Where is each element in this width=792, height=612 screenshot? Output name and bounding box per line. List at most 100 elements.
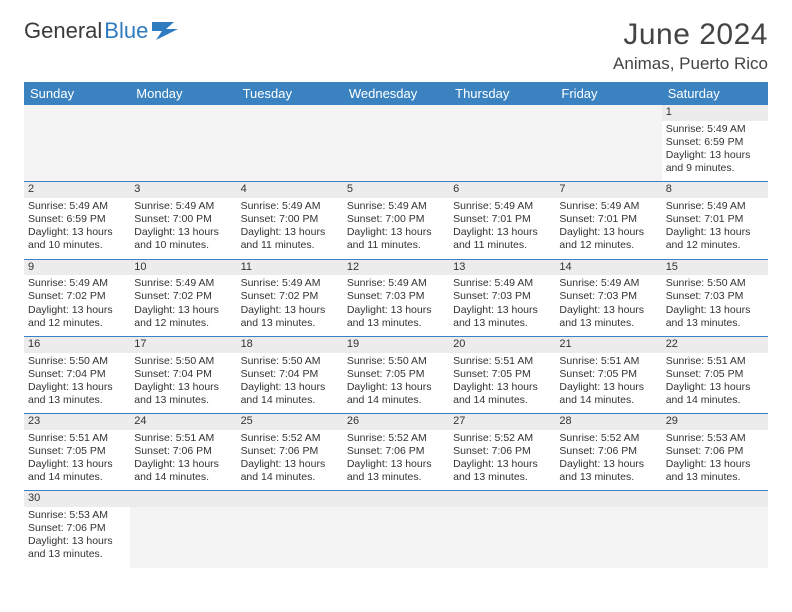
sunset-line: Sunset: 7:04 PM [28, 368, 126, 381]
weekday-header: Thursday [449, 82, 555, 105]
day-number: 4 [237, 182, 343, 198]
weekday-header: Sunday [24, 82, 130, 105]
calendar-empty-cell [237, 491, 343, 568]
daylight-line: Daylight: 13 hours and 13 minutes. [134, 381, 232, 407]
sunset-line: Sunset: 7:00 PM [347, 213, 445, 226]
calendar-day-cell: 9Sunrise: 5:49 AMSunset: 7:02 PMDaylight… [24, 259, 130, 336]
calendar-week-row: 16Sunrise: 5:50 AMSunset: 7:04 PMDayligh… [24, 336, 768, 413]
sunrise-line: Sunrise: 5:52 AM [347, 432, 445, 445]
sunset-line: Sunset: 7:00 PM [241, 213, 339, 226]
daylight-line: Daylight: 13 hours and 12 minutes. [666, 226, 764, 252]
sunrise-line: Sunrise: 5:50 AM [134, 355, 232, 368]
daylight-line: Daylight: 13 hours and 13 minutes. [241, 304, 339, 330]
day-number: 3 [130, 182, 236, 198]
day-number: 5 [343, 182, 449, 198]
sunset-line: Sunset: 7:00 PM [134, 213, 232, 226]
day-number: 18 [237, 337, 343, 353]
day-number: 17 [130, 337, 236, 353]
sunrise-line: Sunrise: 5:50 AM [347, 355, 445, 368]
calendar-week-row: 23Sunrise: 5:51 AMSunset: 7:05 PMDayligh… [24, 414, 768, 491]
daylight-line: Daylight: 13 hours and 12 minutes. [559, 226, 657, 252]
day-number: 25 [237, 414, 343, 430]
day-number: 29 [662, 414, 768, 430]
weekday-header: Wednesday [343, 82, 449, 105]
sunset-line: Sunset: 7:03 PM [453, 290, 551, 303]
day-number: 23 [24, 414, 130, 430]
sunrise-line: Sunrise: 5:51 AM [28, 432, 126, 445]
sunset-line: Sunset: 7:03 PM [559, 290, 657, 303]
weekday-header: Friday [555, 82, 661, 105]
daylight-line: Daylight: 13 hours and 14 minutes. [347, 381, 445, 407]
sunrise-line: Sunrise: 5:49 AM [559, 200, 657, 213]
sunset-line: Sunset: 7:05 PM [28, 445, 126, 458]
daylight-line: Daylight: 13 hours and 14 minutes. [28, 458, 126, 484]
calendar-empty-cell [449, 105, 555, 182]
calendar-day-cell: 12Sunrise: 5:49 AMSunset: 7:03 PMDayligh… [343, 259, 449, 336]
header: GeneralBlue June 2024 Animas, Puerto Ric… [24, 18, 768, 74]
calendar-empty-cell [343, 105, 449, 182]
sunset-line: Sunset: 7:02 PM [241, 290, 339, 303]
calendar-day-cell: 28Sunrise: 5:52 AMSunset: 7:06 PMDayligh… [555, 414, 661, 491]
daylight-line: Daylight: 13 hours and 11 minutes. [453, 226, 551, 252]
calendar-table: SundayMondayTuesdayWednesdayThursdayFrid… [24, 82, 768, 568]
calendar-day-cell: 23 Sunrise: 5:51 AMSunset: 7:05 PMDayligh… [24, 414, 130, 491]
sunset-line: Sunset: 7:06 PM [134, 445, 232, 458]
daylight-line: Daylight: 13 hours and 13 minutes. [666, 304, 764, 330]
calendar-empty-cell [449, 491, 555, 568]
day-number: 10 [130, 260, 236, 276]
day-number: 7 [555, 182, 661, 198]
calendar-day-cell: 25Sunrise: 5:52 AMSunset: 7:06 PMDayligh… [237, 414, 343, 491]
sunset-line: Sunset: 7:05 PM [453, 368, 551, 381]
calendar-day-cell: 1Sunrise: 5:49 AMSunset: 6:59 PMDaylight… [662, 105, 768, 182]
calendar-week-row: 9Sunrise: 5:49 AMSunset: 7:02 PMDaylight… [24, 259, 768, 336]
sunset-line: Sunset: 7:02 PM [28, 290, 126, 303]
daylight-line: Daylight: 13 hours and 9 minutes. [666, 149, 764, 175]
daylight-line: Daylight: 13 hours and 14 minutes. [241, 458, 339, 484]
sunrise-line: Sunrise: 5:50 AM [28, 355, 126, 368]
sunset-line: Sunset: 7:04 PM [134, 368, 232, 381]
sunset-line: Sunset: 7:06 PM [559, 445, 657, 458]
sunrise-line: Sunrise: 5:53 AM [28, 509, 126, 522]
daylight-line: Daylight: 13 hours and 13 minutes. [453, 304, 551, 330]
day-number: 13 [449, 260, 555, 276]
weekday-header: Monday [130, 82, 236, 105]
calendar-day-cell: 19Sunrise: 5:50 AMSunset: 7:05 PMDayligh… [343, 336, 449, 413]
calendar-day-cell: 15Sunrise: 5:50 AMSunset: 7:03 PMDayligh… [662, 259, 768, 336]
calendar-day-cell: 22Sunrise: 5:51 AMSunset: 7:05 PMDayligh… [662, 336, 768, 413]
day-number: 12 [343, 260, 449, 276]
calendar-empty-cell [237, 105, 343, 182]
logo-text-b: Blue [104, 18, 148, 44]
day-number: 16 [24, 337, 130, 353]
sunset-line: Sunset: 7:06 PM [28, 522, 126, 535]
daylight-line: Daylight: 13 hours and 13 minutes. [559, 304, 657, 330]
daylight-line: Daylight: 13 hours and 14 minutes. [559, 381, 657, 407]
sunset-line: Sunset: 7:06 PM [241, 445, 339, 458]
sunset-line: Sunset: 7:05 PM [559, 368, 657, 381]
sunrise-line: Sunrise: 5:49 AM [347, 200, 445, 213]
sunrise-line: Sunrise: 5:49 AM [241, 200, 339, 213]
daylight-line: Daylight: 13 hours and 13 minutes. [453, 458, 551, 484]
calendar-day-cell: 20Sunrise: 5:51 AMSunset: 7:05 PMDayligh… [449, 336, 555, 413]
day-number: 24 [130, 414, 236, 430]
day-number: 9 [24, 260, 130, 276]
calendar-empty-cell [130, 105, 236, 182]
calendar-empty-cell [130, 491, 236, 568]
location: Animas, Puerto Rico [613, 54, 768, 74]
sunset-line: Sunset: 7:06 PM [347, 445, 445, 458]
title-block: June 2024 Animas, Puerto Rico [613, 18, 768, 74]
calendar-day-cell: 16Sunrise: 5:50 AMSunset: 7:04 PMDayligh… [24, 336, 130, 413]
daylight-line: Daylight: 13 hours and 12 minutes. [28, 304, 126, 330]
calendar-day-cell: 14Sunrise: 5:49 AMSunset: 7:03 PMDayligh… [555, 259, 661, 336]
logo-text-a: General [24, 18, 102, 44]
sunset-line: Sunset: 7:06 PM [666, 445, 764, 458]
sunrise-line: Sunrise: 5:51 AM [666, 355, 764, 368]
calendar-day-cell: 21Sunrise: 5:51 AMSunset: 7:05 PMDayligh… [555, 336, 661, 413]
sunrise-line: Sunrise: 5:52 AM [559, 432, 657, 445]
day-number: 30 [24, 491, 130, 507]
day-number: 6 [449, 182, 555, 198]
sunset-line: Sunset: 6:59 PM [666, 136, 764, 149]
daylight-line: Daylight: 13 hours and 14 minutes. [134, 458, 232, 484]
calendar-day-cell: 10Sunrise: 5:49 AMSunset: 7:02 PMDayligh… [130, 259, 236, 336]
calendar-day-cell: 29Sunrise: 5:53 AMSunset: 7:06 PMDayligh… [662, 414, 768, 491]
flag-icon [152, 22, 178, 40]
